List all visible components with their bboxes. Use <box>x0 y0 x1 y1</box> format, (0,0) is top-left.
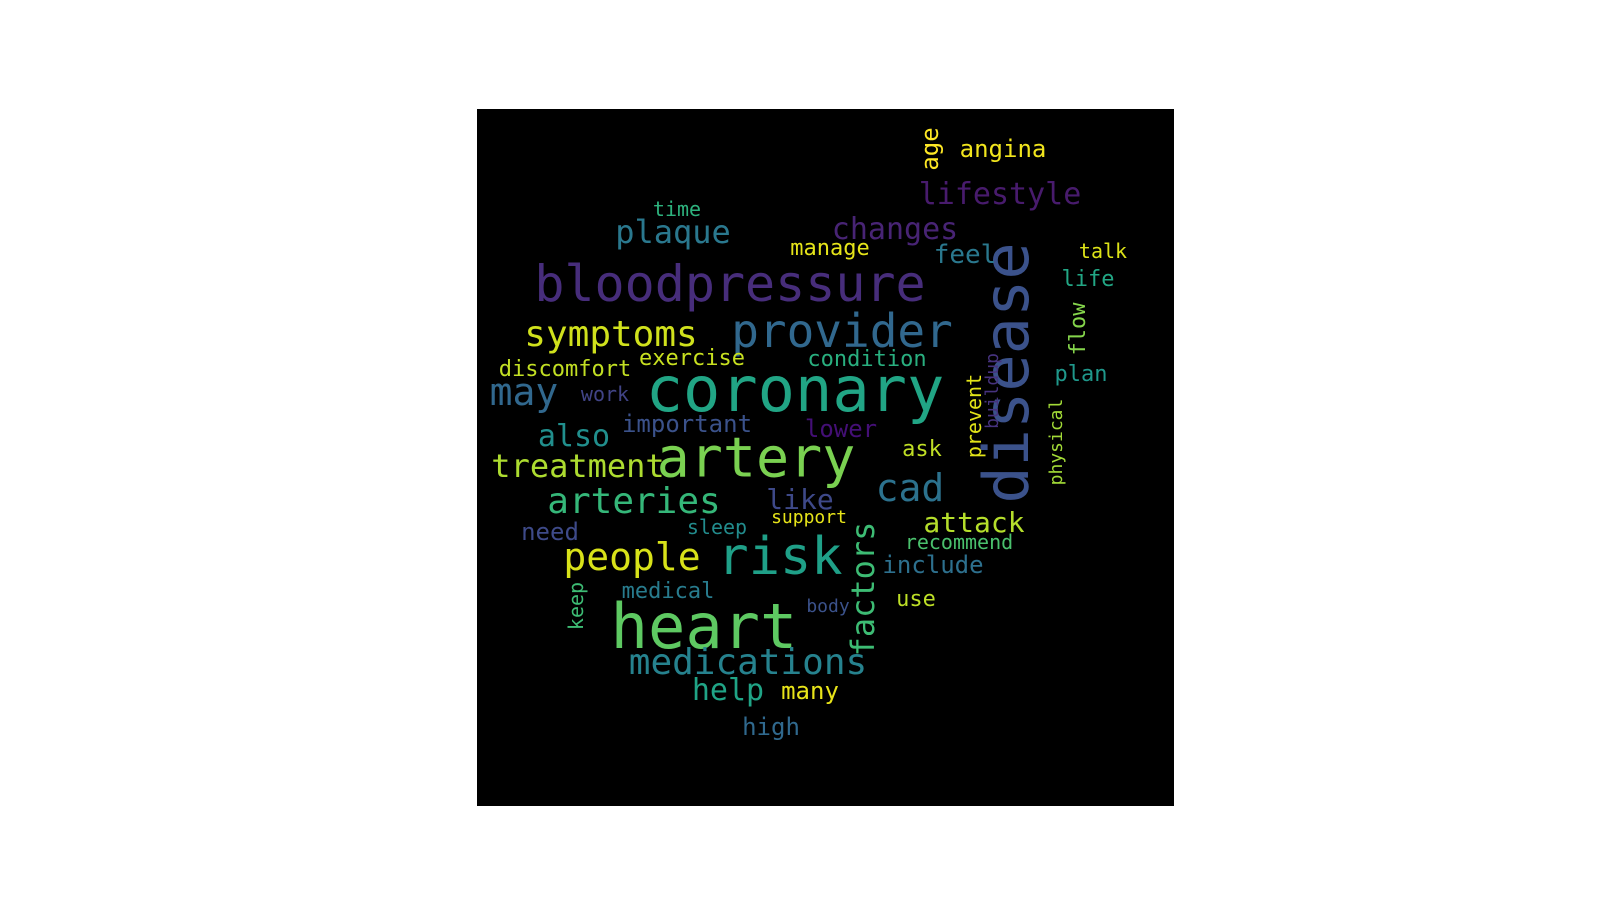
word-arteries: arteries <box>547 481 721 522</box>
word-body: body <box>806 596 850 617</box>
word-also: also <box>537 419 611 454</box>
word-medications: medications <box>628 642 868 683</box>
word-cloud: coronary disease artery heart bloodpressure r… <box>477 109 1174 806</box>
word-include: include <box>882 551 984 579</box>
word-lifestyle: lifestyle <box>918 177 1082 212</box>
word-many: many <box>781 677 839 705</box>
word-provider: provider <box>731 304 953 358</box>
word-exercise: exercise <box>639 346 745 371</box>
word-support: support <box>771 507 847 528</box>
word-talk: talk <box>1078 239 1128 263</box>
word-important: important <box>621 410 753 438</box>
word-risk: risk <box>717 527 843 587</box>
word-changes: changes <box>831 212 959 247</box>
word-help: help <box>691 673 765 708</box>
word-discomfort: discomfort <box>498 357 632 382</box>
word-manage: manage <box>790 236 870 261</box>
word-bloodpressure: bloodpressure <box>534 255 926 313</box>
word-artery: artery <box>656 425 856 490</box>
word-medical: medical <box>621 579 715 604</box>
word-buildup: buildup <box>982 353 1003 429</box>
word-coronary: coronary <box>645 353 945 426</box>
word-lower: lower <box>804 415 878 443</box>
word-ask: ask <box>902 437 942 462</box>
word-feel: feel <box>933 240 997 270</box>
word-keep: keep <box>564 581 588 631</box>
word-factors: factors <box>844 521 882 657</box>
word-cad: cad <box>875 466 945 510</box>
word-need: need <box>521 518 579 546</box>
word-use: use <box>896 587 936 612</box>
word-plan: plan <box>1054 362 1108 387</box>
word-recommend: recommend <box>904 530 1014 554</box>
word-age: age <box>916 127 944 171</box>
word-high: high <box>742 713 800 741</box>
word-physical: physical <box>1046 398 1067 486</box>
word-prevent: prevent <box>962 373 986 459</box>
word-plaque: plaque <box>615 213 731 251</box>
word-angina: angina <box>959 135 1047 163</box>
word-life: life <box>1061 267 1115 292</box>
word-treatment: treatment <box>491 447 665 485</box>
word-attack: attack <box>923 506 1025 539</box>
word-symptoms: symptoms <box>524 314 698 355</box>
word-people: people <box>563 535 701 579</box>
word-like: like <box>766 483 834 516</box>
word-time: time <box>652 197 702 221</box>
word-may: may <box>489 370 559 414</box>
word-flow: flow <box>1066 302 1091 356</box>
word-sleep: sleep <box>686 515 748 539</box>
word-condition: condition <box>807 347 927 372</box>
word-work: work <box>580 382 630 406</box>
word-heart: heart <box>610 590 798 663</box>
